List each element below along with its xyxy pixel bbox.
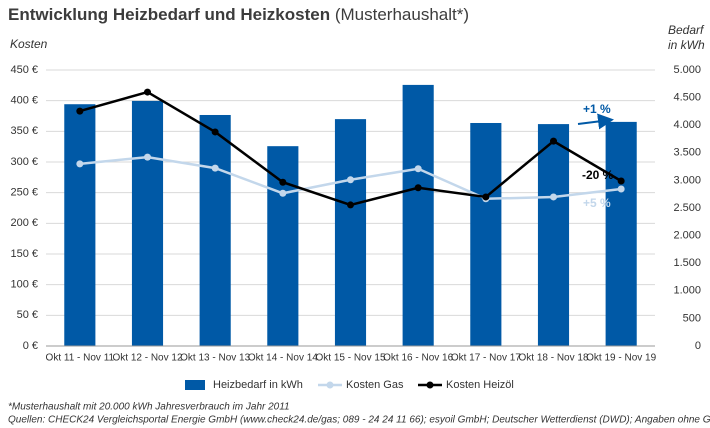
- line-marker: [211, 164, 219, 172]
- y2-axis-label: in kWh: [668, 38, 705, 52]
- y2-tick-label: 4.000: [673, 119, 701, 131]
- y2-tick-label: 2.500: [673, 202, 701, 214]
- y-tick-label: 150 €: [10, 248, 38, 260]
- bar: [537, 124, 570, 346]
- x-tick-label: Okt 12 - Nov 12: [112, 353, 182, 364]
- chart-title: Entwicklung Heizbedarf und Heizkosten: [8, 5, 330, 24]
- line-marker: [617, 177, 625, 185]
- y2-tick-label: 1.000: [673, 285, 701, 297]
- y2-tick-label: 3.000: [673, 174, 701, 186]
- line-marker: [279, 189, 287, 197]
- bar: [605, 121, 637, 346]
- y-tick-label: 400 €: [10, 95, 38, 107]
- line-marker: [482, 193, 490, 201]
- y2-tick-label: 500: [683, 312, 701, 324]
- y-tick-label: 450 €: [10, 64, 38, 76]
- y2-tick-label: 5.000: [673, 64, 701, 76]
- x-tick-label: Okt 18 - Nov 18: [518, 353, 588, 364]
- y2-tick-label: 0: [695, 340, 701, 352]
- legend-swatch: [326, 381, 334, 389]
- bar: [334, 119, 367, 347]
- bar: [267, 146, 299, 346]
- line-marker: [414, 165, 422, 173]
- line-marker: [347, 176, 354, 184]
- y2-tick-label: 1.500: [673, 257, 701, 269]
- line-marker: [617, 185, 625, 193]
- y-tick-label: 300 €: [10, 156, 38, 168]
- annotation: +1 %: [583, 102, 611, 116]
- y-tick-label: 200 €: [10, 217, 38, 229]
- line-marker: [144, 88, 151, 96]
- line-marker: [550, 137, 557, 145]
- legend-label: Kosten Heizöl: [446, 379, 514, 391]
- y2-tick-label: 3.500: [673, 147, 701, 159]
- line-marker: [347, 201, 354, 209]
- line-marker: [414, 184, 422, 192]
- chart-subtitle: (Musterhaushalt*): [335, 5, 469, 24]
- line-marker: [279, 178, 287, 186]
- line-marker: [211, 128, 219, 136]
- line-marker: [144, 153, 151, 161]
- x-tick-label: Okt 17 - Nov 17: [451, 353, 521, 364]
- legend-label: Heizbedarf in kWh: [213, 379, 303, 391]
- line-marker: [76, 107, 84, 115]
- x-tick-label: Okt 11 - Nov 11: [46, 353, 115, 364]
- line-marker: [76, 160, 84, 168]
- x-tick-label: Okt 15 - Nov 15: [315, 353, 385, 364]
- annotation: -20 %: [582, 168, 614, 182]
- legend-swatch: [426, 381, 434, 389]
- legend-swatch: [185, 380, 205, 390]
- legend-label: Kosten Gas: [346, 379, 404, 391]
- x-tick-label: Okt 14 - Nov 14: [248, 353, 318, 364]
- footnote: Quellen: CHECK24 Vergleichsportal Energi…: [8, 415, 710, 426]
- line-marker: [550, 193, 557, 201]
- y2-tick-label: 4.500: [673, 92, 701, 104]
- arrow: [577, 113, 614, 130]
- x-tick-label: Okt 13 - Nov 13: [180, 353, 250, 364]
- y-tick-label: 250 €: [10, 187, 38, 199]
- x-tick-label: Okt 16 - Nov 16: [383, 353, 453, 364]
- chart-title-group: Entwicklung Heizbedarf und Heizkosten (M…: [8, 5, 469, 24]
- bar: [131, 100, 164, 346]
- annotation: +5 %: [583, 196, 611, 210]
- bar: [470, 122, 502, 346]
- y-tick-label: 0 €: [23, 340, 38, 352]
- x-tick-label: Okt 19 - Nov 19: [586, 353, 656, 364]
- y-tick-label: 50 €: [17, 309, 38, 321]
- bar: [199, 114, 231, 346]
- y2-tick-label: 2.000: [673, 230, 701, 242]
- bar: [402, 84, 434, 347]
- y-axis-label: Kosten: [10, 37, 48, 51]
- y-tick-label: 350 €: [10, 125, 38, 137]
- bar: [64, 104, 96, 346]
- y-tick-label: 100 €: [10, 279, 38, 291]
- footnote: *Musterhaushalt mit 20.000 kWh Jahresver…: [8, 402, 290, 413]
- y2-axis-label: Bedarf: [668, 23, 705, 37]
